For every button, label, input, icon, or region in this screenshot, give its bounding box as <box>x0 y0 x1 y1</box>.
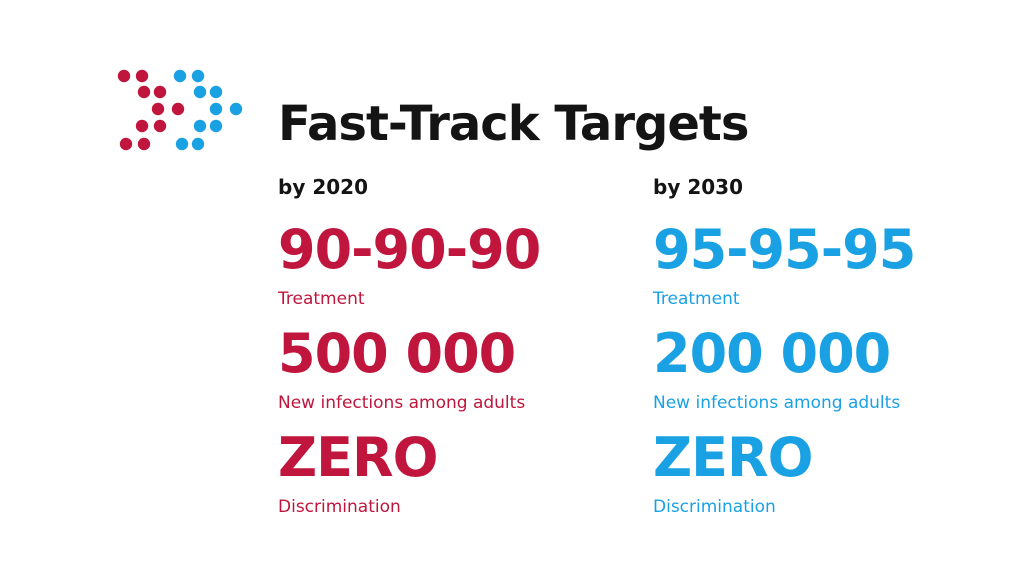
target-value: 95-95-95 <box>653 218 916 281</box>
logo-dot-blue <box>191 137 205 151</box>
target-label: Treatment <box>278 289 365 309</box>
target-treatment: 95-95-95 Treatment <box>653 218 916 312</box>
logo-graphic <box>117 69 243 151</box>
target-label: Discrimination <box>278 497 401 517</box>
logo-dot-blue <box>193 119 207 133</box>
target-new-infections: 200 000 New infections among adults <box>653 324 900 416</box>
target-label: Discrimination <box>653 497 776 517</box>
logo-dot-blue <box>175 137 189 151</box>
logo-dot-red <box>153 119 167 133</box>
logo-dot-red <box>137 85 151 99</box>
target-label: New infections among adults <box>653 393 901 413</box>
target-label: New infections among adults <box>278 393 526 413</box>
logo-dot-red <box>151 102 165 116</box>
logo-dot-red <box>117 69 131 83</box>
logo-dot-red <box>119 137 133 151</box>
logo-dot-blue <box>209 85 223 99</box>
logo-dot-blue <box>173 69 187 83</box>
target-treatment: 90-90-90 Treatment <box>278 218 541 312</box>
target-value: ZERO <box>653 426 814 489</box>
logo-dot-red <box>153 85 167 99</box>
logo-dot-red <box>135 119 149 133</box>
logo-dot-blue <box>191 69 205 83</box>
target-value: ZERO <box>278 426 439 489</box>
target-value: 90-90-90 <box>278 218 541 281</box>
year-heading: by 2030 <box>653 175 743 199</box>
logo-dot-red <box>171 102 185 116</box>
target-discrimination: ZERO Discrimination <box>653 426 814 520</box>
target-discrimination: ZERO Discrimination <box>278 426 439 520</box>
target-new-infections: 500 000 New infections among adults <box>278 324 525 416</box>
logo-dot-red <box>137 137 151 151</box>
logo-dot-blue <box>229 102 243 116</box>
target-value: 200 000 <box>653 322 891 385</box>
year-heading: by 2020 <box>278 175 368 199</box>
arrow-dots-icon <box>112 66 252 166</box>
logo-dot-blue <box>193 85 207 99</box>
target-label: Treatment <box>653 289 740 309</box>
logo-dot-red <box>135 69 149 83</box>
target-value: 500 000 <box>278 322 516 385</box>
logo-dot-blue <box>209 119 223 133</box>
logo-dot-blue <box>209 102 223 116</box>
page-title: Fast-Track Targets <box>278 96 749 152</box>
